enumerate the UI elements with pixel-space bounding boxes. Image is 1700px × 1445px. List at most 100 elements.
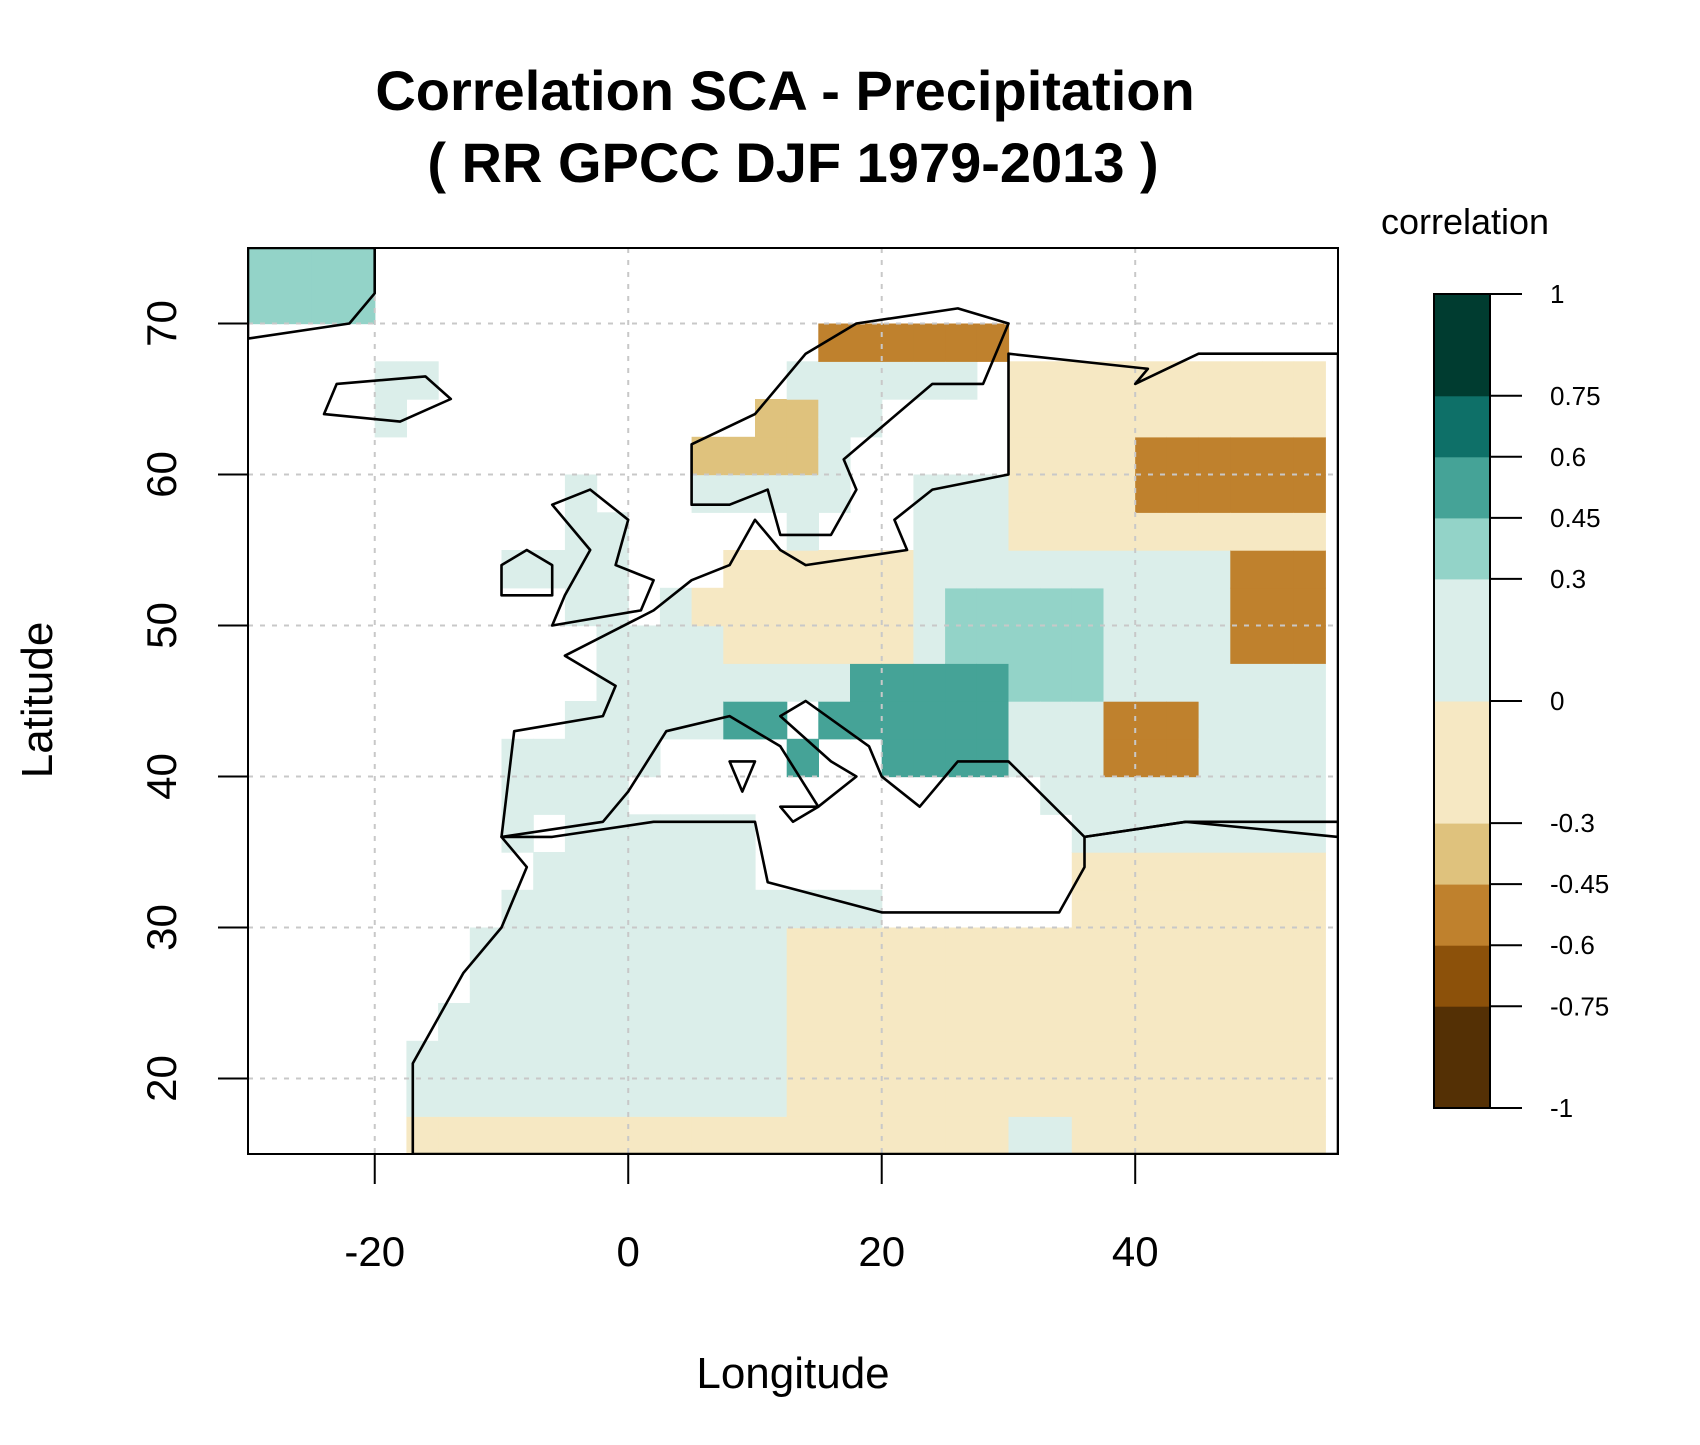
field-cell — [1293, 965, 1326, 1004]
field-cell — [1230, 776, 1263, 815]
field-cell — [1293, 1116, 1326, 1154]
field-cell — [850, 1003, 883, 1042]
field-cell — [1008, 587, 1041, 627]
field-cell — [1135, 814, 1168, 853]
field-cell — [1293, 550, 1326, 589]
colorbar-label: 0.3 — [1550, 564, 1586, 594]
field-cell — [1262, 550, 1295, 589]
map-plot-area — [248, 248, 1338, 1154]
field-cell — [755, 1078, 788, 1117]
field-cell — [786, 889, 819, 929]
x-tick-label: 0 — [617, 1228, 640, 1275]
field-cell — [1198, 776, 1231, 815]
field-cell — [1293, 625, 1326, 664]
field-cell — [945, 965, 978, 1004]
field-cell — [723, 852, 756, 891]
field-cell — [1040, 550, 1073, 589]
field-cell — [1293, 361, 1326, 400]
field-cell — [1071, 927, 1105, 966]
field-cell — [1071, 361, 1105, 400]
field-cell — [1040, 361, 1073, 400]
field-cell — [786, 1078, 819, 1117]
field-cell — [1008, 1078, 1041, 1117]
field-cell — [1166, 361, 1200, 400]
field-cell — [659, 1040, 693, 1080]
field-cell — [691, 1003, 724, 1042]
field-cell — [881, 965, 914, 1004]
field-cell — [1198, 550, 1231, 589]
field-cell — [1135, 399, 1168, 438]
field-cell — [1135, 625, 1168, 664]
field-cell — [818, 361, 851, 400]
field-cell — [628, 701, 661, 740]
field-cell — [913, 1003, 946, 1042]
field-cell — [1008, 399, 1041, 438]
correlation-field — [248, 248, 1326, 1154]
field-cell — [850, 927, 883, 966]
field-cell — [691, 1040, 724, 1080]
colorbar-label: -0.45 — [1550, 869, 1609, 899]
field-cell — [1166, 927, 1200, 966]
field-cell — [723, 1003, 756, 1042]
field-cell — [945, 1116, 978, 1154]
field-cell — [1198, 701, 1231, 740]
field-cell — [1008, 965, 1041, 1004]
field-cell — [596, 927, 629, 966]
field-cell — [628, 889, 661, 929]
field-cell — [596, 1040, 629, 1080]
field-cell — [1262, 474, 1295, 513]
field-cell — [1103, 1078, 1136, 1117]
field-cell — [1008, 1116, 1041, 1154]
coastline — [500, 548, 554, 597]
field-cell — [1262, 1116, 1295, 1154]
field-cell — [1071, 738, 1105, 778]
field-cell — [1103, 1040, 1136, 1080]
field-cell — [533, 776, 566, 815]
field-cell — [945, 587, 978, 627]
field-cell — [976, 738, 1010, 778]
field-cell — [533, 738, 566, 778]
colorbar-label: -1 — [1550, 1093, 1573, 1123]
field-cell — [501, 738, 534, 778]
coastline — [322, 375, 453, 423]
field-cell — [755, 436, 788, 476]
field-cell — [1135, 436, 1168, 476]
field-cell — [723, 927, 756, 966]
field-cell — [1008, 625, 1041, 664]
colorbar-label: -0.75 — [1550, 991, 1609, 1021]
field-cell — [1293, 1003, 1326, 1042]
field-cell — [881, 663, 914, 702]
field-cell — [913, 323, 946, 362]
field-cell — [1262, 852, 1295, 891]
field-cell — [1071, 436, 1105, 476]
field-cell — [659, 1078, 693, 1117]
field-cell — [881, 323, 914, 362]
field-cell — [786, 625, 819, 664]
field-cell — [881, 701, 914, 740]
field-cell — [1135, 1078, 1168, 1117]
field-cell — [976, 587, 1010, 627]
field-cell — [438, 1040, 471, 1080]
colorbar: -1 -0.75 -0.6 -0.45 -0.3 0 0.3 0.45 0.6 0.75 1 — [1433, 279, 1609, 1123]
field-cell — [818, 1116, 851, 1154]
field-cell — [1103, 927, 1136, 966]
field-cell — [945, 1078, 978, 1117]
field-cell — [881, 1078, 914, 1117]
field-cell — [1071, 776, 1105, 815]
field-cell — [1230, 814, 1263, 853]
field-cell — [881, 361, 914, 400]
field-cell — [564, 889, 598, 929]
field-cell — [1071, 1078, 1105, 1117]
field-cell — [1293, 587, 1326, 627]
field-cell — [406, 361, 439, 400]
field-cell — [976, 512, 1010, 551]
field-cell — [1040, 625, 1073, 664]
field-cell — [818, 965, 851, 1004]
field-cell — [723, 625, 756, 664]
field-cell — [1103, 663, 1136, 702]
field-cell — [1198, 587, 1231, 627]
field-cell — [881, 1040, 914, 1080]
field-cell — [1230, 550, 1263, 589]
field-cell — [1040, 587, 1073, 627]
